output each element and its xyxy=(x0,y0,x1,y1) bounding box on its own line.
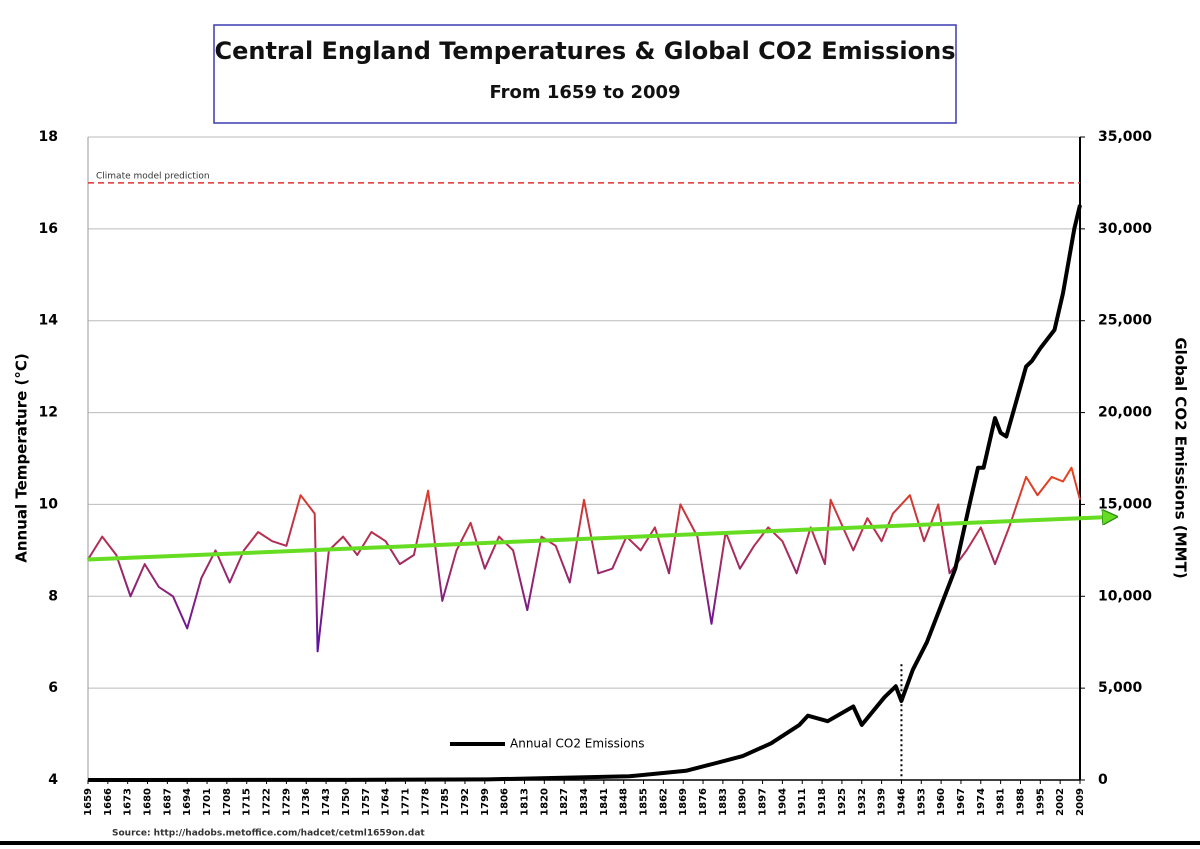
co2-line xyxy=(87,204,1082,782)
title-box xyxy=(213,24,957,124)
x-tick-label: 1960 xyxy=(936,788,947,816)
bottom-bar xyxy=(0,841,1200,845)
y2-tick-label: 10,000 xyxy=(1098,588,1152,604)
x-tick-label: 1995 xyxy=(1035,788,1046,816)
x-tick-label: 1729 xyxy=(281,788,292,816)
x-tick-label: 1848 xyxy=(619,788,630,816)
x-tick-label: 1701 xyxy=(202,788,213,816)
x-tick-label: 1932 xyxy=(857,788,868,816)
reference-label: Climate model prediction xyxy=(96,171,210,181)
x-tick-label: 1708 xyxy=(222,788,233,816)
x-tick-label: 1981 xyxy=(996,788,1007,816)
x-tick-label: 1946 xyxy=(896,788,907,816)
x-tick-label: 1743 xyxy=(321,788,332,816)
x-tick-label: 1925 xyxy=(837,788,848,816)
chart-title: Central England Temperatures & Global CO… xyxy=(214,37,955,65)
y2-tick-label: 5,000 xyxy=(1098,680,1143,696)
x-tick-label: 1897 xyxy=(758,788,769,816)
x-tick-label: 1736 xyxy=(301,788,312,816)
y-tick-label: 18 xyxy=(39,129,58,145)
x-tick-label: 1673 xyxy=(123,788,134,816)
x-tick-label: 1757 xyxy=(361,788,372,816)
x-tick-label: 1666 xyxy=(103,788,114,816)
x-tick-label: 1967 xyxy=(956,788,967,816)
y-tick-label: 8 xyxy=(48,588,58,604)
y2-tick-label: 35,000 xyxy=(1098,129,1152,145)
x-tick-label: 1771 xyxy=(400,788,411,816)
y2-tick-label: 30,000 xyxy=(1098,221,1152,237)
y-tick-label: 12 xyxy=(39,405,58,421)
chart-subtitle: From 1659 to 2009 xyxy=(489,82,680,103)
y2-axis-label: Global CO2 Emissions (MMT) xyxy=(1172,337,1190,578)
x-tick-label: 1806 xyxy=(500,788,511,816)
trend-arrow xyxy=(87,516,1081,562)
y-tick-label: 14 xyxy=(39,313,59,329)
x-tick-label: 1687 xyxy=(162,788,173,816)
x-tick-label: 1890 xyxy=(738,788,749,816)
x-tick-label: 1715 xyxy=(242,788,253,816)
x-tick-label: 1918 xyxy=(817,788,828,816)
y2-tick-label: 15,000 xyxy=(1098,496,1152,512)
x-tick-label: 1792 xyxy=(460,788,471,816)
x-tick-label: 1750 xyxy=(341,788,352,816)
x-tick-label: 1764 xyxy=(381,788,392,816)
x-tick-label: 1974 xyxy=(976,788,987,816)
x-tick-label: 1883 xyxy=(718,788,729,816)
x-tick-label: 2009 xyxy=(1075,788,1086,816)
x-tick-label: 1841 xyxy=(599,788,610,816)
x-tick-label: 2002 xyxy=(1055,788,1066,816)
y2-tick-label: 0 xyxy=(1098,772,1108,788)
x-tick-label: 1939 xyxy=(877,788,888,816)
x-tick-label: 1722 xyxy=(262,788,273,816)
y2-tick-label: 25,000 xyxy=(1098,313,1152,329)
legend-label: Annual CO2 Emissions xyxy=(510,737,644,751)
x-tick-label: 1834 xyxy=(579,788,590,816)
y-tick-label: 4 xyxy=(48,772,58,788)
x-tick-label: 1820 xyxy=(539,788,550,816)
x-tick-label: 1813 xyxy=(519,788,530,816)
y2-tick-label: 20,000 xyxy=(1098,405,1152,421)
x-tick-label: 1876 xyxy=(698,788,709,816)
y-tick-label: 10 xyxy=(39,496,59,512)
y-axis-label: Annual Temperature (°C) xyxy=(13,353,31,562)
temperature-line xyxy=(87,466,1081,653)
source-note: Source: http://hadobs.metoffice.com/hadc… xyxy=(112,829,425,839)
x-tick-label: 1904 xyxy=(777,788,788,816)
x-tick-label: 1862 xyxy=(658,788,669,816)
trend-arrow-tip xyxy=(1079,517,1110,518)
x-tick-label: 1659 xyxy=(83,788,94,816)
x-tick-label: 1953 xyxy=(916,788,927,816)
x-tick-label: 1988 xyxy=(1015,788,1026,816)
y-tick-label: 16 xyxy=(39,221,58,237)
x-tick-label: 1785 xyxy=(440,788,451,816)
x-tick-label: 1911 xyxy=(797,788,808,816)
y-tick-label: 6 xyxy=(48,680,58,696)
x-tick-label: 1869 xyxy=(678,788,689,816)
x-tick-label: 1827 xyxy=(559,788,570,816)
x-tick-label: 1680 xyxy=(143,788,154,816)
x-tick-label: 1799 xyxy=(480,788,491,816)
x-tick-label: 1778 xyxy=(420,788,431,816)
x-tick-label: 1855 xyxy=(639,788,650,816)
x-tick-label: 1694 xyxy=(182,788,193,816)
